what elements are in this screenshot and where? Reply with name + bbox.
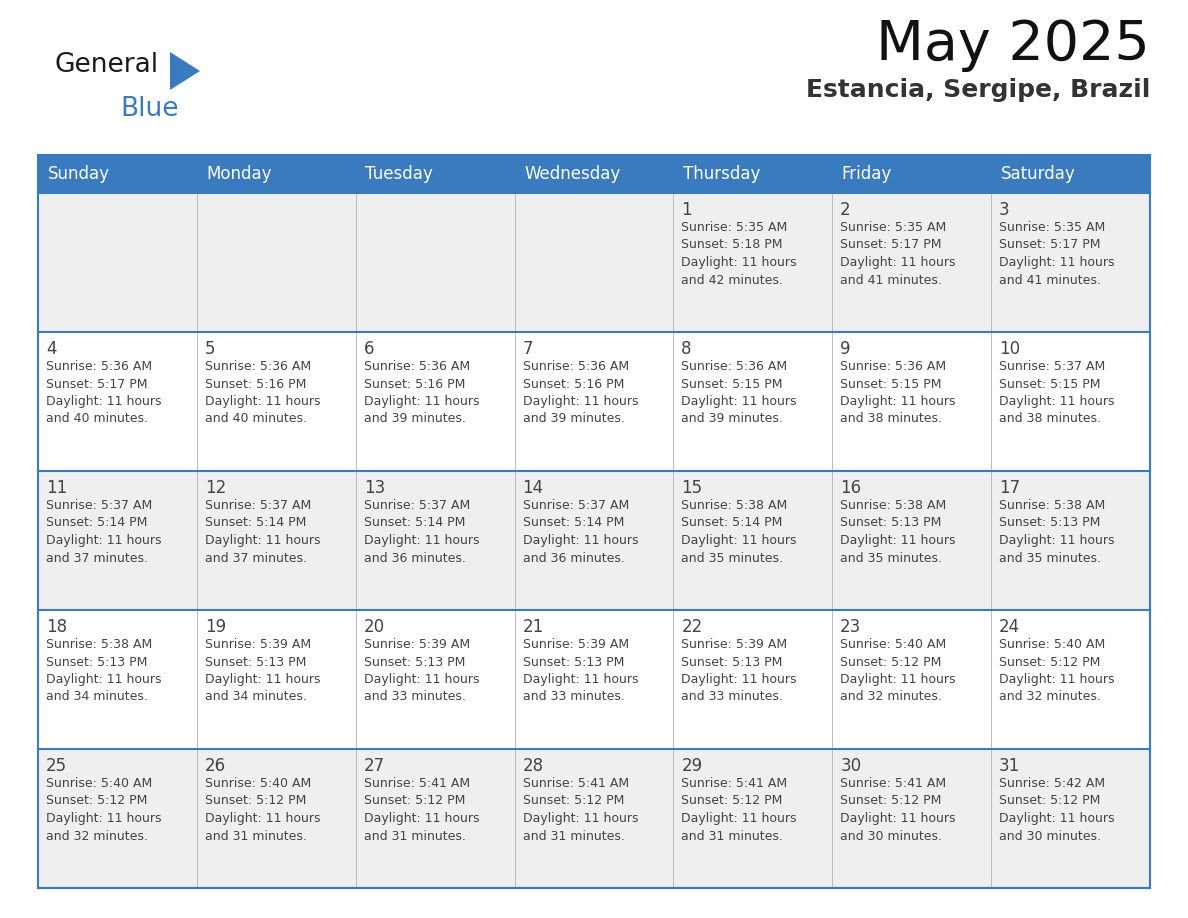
Text: Sunrise: 5:36 AM
Sunset: 5:16 PM
Daylight: 11 hours
and 39 minutes.: Sunrise: 5:36 AM Sunset: 5:16 PM Dayligh… bbox=[364, 360, 479, 426]
Text: 2: 2 bbox=[840, 201, 851, 219]
Text: Sunrise: 5:35 AM
Sunset: 5:17 PM
Daylight: 11 hours
and 41 minutes.: Sunrise: 5:35 AM Sunset: 5:17 PM Dayligh… bbox=[999, 221, 1114, 286]
Text: Sunrise: 5:39 AM
Sunset: 5:13 PM
Daylight: 11 hours
and 33 minutes.: Sunrise: 5:39 AM Sunset: 5:13 PM Dayligh… bbox=[364, 638, 479, 703]
Text: Sunrise: 5:36 AM
Sunset: 5:15 PM
Daylight: 11 hours
and 38 minutes.: Sunrise: 5:36 AM Sunset: 5:15 PM Dayligh… bbox=[840, 360, 955, 426]
Text: 4: 4 bbox=[46, 340, 57, 358]
Text: 28: 28 bbox=[523, 757, 544, 775]
Text: Sunrise: 5:38 AM
Sunset: 5:13 PM
Daylight: 11 hours
and 35 minutes.: Sunrise: 5:38 AM Sunset: 5:13 PM Dayligh… bbox=[999, 499, 1114, 565]
Text: 6: 6 bbox=[364, 340, 374, 358]
Text: 20: 20 bbox=[364, 618, 385, 636]
Text: Sunrise: 5:40 AM
Sunset: 5:12 PM
Daylight: 11 hours
and 32 minutes.: Sunrise: 5:40 AM Sunset: 5:12 PM Dayligh… bbox=[840, 638, 955, 703]
Text: Sunrise: 5:38 AM
Sunset: 5:13 PM
Daylight: 11 hours
and 35 minutes.: Sunrise: 5:38 AM Sunset: 5:13 PM Dayligh… bbox=[840, 499, 955, 565]
Text: Sunrise: 5:39 AM
Sunset: 5:13 PM
Daylight: 11 hours
and 33 minutes.: Sunrise: 5:39 AM Sunset: 5:13 PM Dayligh… bbox=[523, 638, 638, 703]
Text: 27: 27 bbox=[364, 757, 385, 775]
Text: Sunrise: 5:37 AM
Sunset: 5:14 PM
Daylight: 11 hours
and 36 minutes.: Sunrise: 5:37 AM Sunset: 5:14 PM Dayligh… bbox=[523, 499, 638, 565]
Text: 3: 3 bbox=[999, 201, 1010, 219]
Text: Sunrise: 5:36 AM
Sunset: 5:16 PM
Daylight: 11 hours
and 39 minutes.: Sunrise: 5:36 AM Sunset: 5:16 PM Dayligh… bbox=[523, 360, 638, 426]
Text: 11: 11 bbox=[46, 479, 68, 497]
Text: 5: 5 bbox=[204, 340, 215, 358]
Text: 18: 18 bbox=[46, 618, 67, 636]
Text: Sunrise: 5:41 AM
Sunset: 5:12 PM
Daylight: 11 hours
and 31 minutes.: Sunrise: 5:41 AM Sunset: 5:12 PM Dayligh… bbox=[364, 777, 479, 843]
Text: 25: 25 bbox=[46, 757, 67, 775]
Text: Sunrise: 5:40 AM
Sunset: 5:12 PM
Daylight: 11 hours
and 32 minutes.: Sunrise: 5:40 AM Sunset: 5:12 PM Dayligh… bbox=[999, 638, 1114, 703]
Text: Tuesday: Tuesday bbox=[365, 165, 432, 183]
Text: May 2025: May 2025 bbox=[877, 18, 1150, 72]
Text: Monday: Monday bbox=[207, 165, 272, 183]
Bar bbox=[514, 155, 674, 193]
Text: 30: 30 bbox=[840, 757, 861, 775]
Text: 22: 22 bbox=[682, 618, 702, 636]
Bar bbox=[197, 155, 355, 193]
Text: Sunrise: 5:40 AM
Sunset: 5:12 PM
Daylight: 11 hours
and 31 minutes.: Sunrise: 5:40 AM Sunset: 5:12 PM Dayligh… bbox=[204, 777, 321, 843]
Bar bbox=[674, 155, 833, 193]
Text: Sunrise: 5:38 AM
Sunset: 5:13 PM
Daylight: 11 hours
and 34 minutes.: Sunrise: 5:38 AM Sunset: 5:13 PM Dayligh… bbox=[46, 638, 162, 703]
Text: Friday: Friday bbox=[842, 165, 892, 183]
Text: Sunrise: 5:37 AM
Sunset: 5:15 PM
Daylight: 11 hours
and 38 minutes.: Sunrise: 5:37 AM Sunset: 5:15 PM Dayligh… bbox=[999, 360, 1114, 426]
Text: 13: 13 bbox=[364, 479, 385, 497]
Text: Sunrise: 5:40 AM
Sunset: 5:12 PM
Daylight: 11 hours
and 32 minutes.: Sunrise: 5:40 AM Sunset: 5:12 PM Dayligh… bbox=[46, 777, 162, 843]
Text: Sunrise: 5:37 AM
Sunset: 5:14 PM
Daylight: 11 hours
and 36 minutes.: Sunrise: 5:37 AM Sunset: 5:14 PM Dayligh… bbox=[364, 499, 479, 565]
Bar bbox=[38, 471, 1150, 610]
Text: 17: 17 bbox=[999, 479, 1020, 497]
Text: Sunrise: 5:35 AM
Sunset: 5:18 PM
Daylight: 11 hours
and 42 minutes.: Sunrise: 5:35 AM Sunset: 5:18 PM Dayligh… bbox=[682, 221, 797, 286]
Text: 8: 8 bbox=[682, 340, 691, 358]
Text: Wednesday: Wednesday bbox=[524, 165, 620, 183]
Text: Sunrise: 5:36 AM
Sunset: 5:17 PM
Daylight: 11 hours
and 40 minutes.: Sunrise: 5:36 AM Sunset: 5:17 PM Dayligh… bbox=[46, 360, 162, 426]
Text: Sunrise: 5:38 AM
Sunset: 5:14 PM
Daylight: 11 hours
and 35 minutes.: Sunrise: 5:38 AM Sunset: 5:14 PM Dayligh… bbox=[682, 499, 797, 565]
Text: 24: 24 bbox=[999, 618, 1020, 636]
Text: Sunrise: 5:35 AM
Sunset: 5:17 PM
Daylight: 11 hours
and 41 minutes.: Sunrise: 5:35 AM Sunset: 5:17 PM Dayligh… bbox=[840, 221, 955, 286]
Bar bbox=[38, 155, 1150, 888]
Text: Sunrise: 5:39 AM
Sunset: 5:13 PM
Daylight: 11 hours
and 34 minutes.: Sunrise: 5:39 AM Sunset: 5:13 PM Dayligh… bbox=[204, 638, 321, 703]
Text: Sunrise: 5:37 AM
Sunset: 5:14 PM
Daylight: 11 hours
and 37 minutes.: Sunrise: 5:37 AM Sunset: 5:14 PM Dayligh… bbox=[204, 499, 321, 565]
Text: 16: 16 bbox=[840, 479, 861, 497]
Text: 21: 21 bbox=[523, 618, 544, 636]
Text: General: General bbox=[55, 52, 159, 78]
Bar bbox=[38, 610, 1150, 749]
Text: Sunrise: 5:42 AM
Sunset: 5:12 PM
Daylight: 11 hours
and 30 minutes.: Sunrise: 5:42 AM Sunset: 5:12 PM Dayligh… bbox=[999, 777, 1114, 843]
Text: Sunrise: 5:41 AM
Sunset: 5:12 PM
Daylight: 11 hours
and 31 minutes.: Sunrise: 5:41 AM Sunset: 5:12 PM Dayligh… bbox=[682, 777, 797, 843]
Text: Sunrise: 5:41 AM
Sunset: 5:12 PM
Daylight: 11 hours
and 31 minutes.: Sunrise: 5:41 AM Sunset: 5:12 PM Dayligh… bbox=[523, 777, 638, 843]
Text: Sunrise: 5:37 AM
Sunset: 5:14 PM
Daylight: 11 hours
and 37 minutes.: Sunrise: 5:37 AM Sunset: 5:14 PM Dayligh… bbox=[46, 499, 162, 565]
Text: Blue: Blue bbox=[120, 96, 178, 122]
Text: 1: 1 bbox=[682, 201, 691, 219]
Text: Sunrise: 5:41 AM
Sunset: 5:12 PM
Daylight: 11 hours
and 30 minutes.: Sunrise: 5:41 AM Sunset: 5:12 PM Dayligh… bbox=[840, 777, 955, 843]
Bar bbox=[38, 155, 197, 193]
Bar bbox=[38, 749, 1150, 888]
Text: Estancia, Sergipe, Brazil: Estancia, Sergipe, Brazil bbox=[805, 78, 1150, 102]
Text: 10: 10 bbox=[999, 340, 1020, 358]
Text: 14: 14 bbox=[523, 479, 544, 497]
Text: 23: 23 bbox=[840, 618, 861, 636]
Bar bbox=[833, 155, 991, 193]
Text: Sunrise: 5:36 AM
Sunset: 5:15 PM
Daylight: 11 hours
and 39 minutes.: Sunrise: 5:36 AM Sunset: 5:15 PM Dayligh… bbox=[682, 360, 797, 426]
Text: 12: 12 bbox=[204, 479, 226, 497]
Text: Saturday: Saturday bbox=[1000, 165, 1075, 183]
Text: 29: 29 bbox=[682, 757, 702, 775]
Bar bbox=[38, 193, 1150, 332]
Text: Sunrise: 5:39 AM
Sunset: 5:13 PM
Daylight: 11 hours
and 33 minutes.: Sunrise: 5:39 AM Sunset: 5:13 PM Dayligh… bbox=[682, 638, 797, 703]
Text: 9: 9 bbox=[840, 340, 851, 358]
Bar bbox=[355, 155, 514, 193]
Bar bbox=[38, 332, 1150, 471]
Text: Sunrise: 5:36 AM
Sunset: 5:16 PM
Daylight: 11 hours
and 40 minutes.: Sunrise: 5:36 AM Sunset: 5:16 PM Dayligh… bbox=[204, 360, 321, 426]
Text: 26: 26 bbox=[204, 757, 226, 775]
Polygon shape bbox=[170, 52, 200, 90]
Text: 19: 19 bbox=[204, 618, 226, 636]
Text: 15: 15 bbox=[682, 479, 702, 497]
Bar bbox=[991, 155, 1150, 193]
Text: Sunday: Sunday bbox=[48, 165, 109, 183]
Text: 7: 7 bbox=[523, 340, 533, 358]
Text: Thursday: Thursday bbox=[683, 165, 760, 183]
Text: 31: 31 bbox=[999, 757, 1020, 775]
